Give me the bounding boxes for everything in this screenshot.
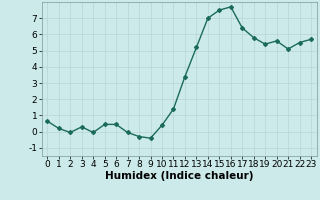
X-axis label: Humidex (Indice chaleur): Humidex (Indice chaleur)	[105, 171, 253, 181]
